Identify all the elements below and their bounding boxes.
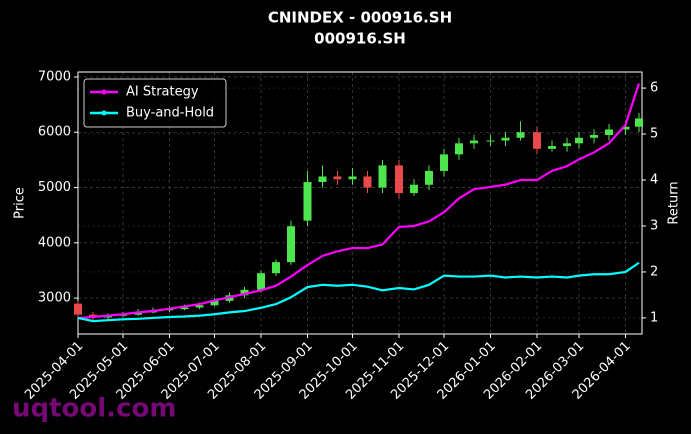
y-tick-label: 3000 bbox=[38, 291, 71, 306]
candle-body bbox=[533, 132, 541, 149]
candle-body bbox=[318, 176, 327, 182]
legend-label: AI Strategy bbox=[126, 85, 199, 100]
chart-subtitle: 000916.SH bbox=[314, 30, 406, 48]
return-line bbox=[77, 83, 641, 320]
candle-body bbox=[486, 140, 495, 142]
legend-marker bbox=[101, 110, 107, 116]
legend-frame bbox=[83, 78, 227, 128]
y-tick-label: 7000 bbox=[38, 69, 71, 84]
y2-tick-label: 5 bbox=[650, 127, 658, 142]
candle-body bbox=[621, 126, 630, 130]
candle-body bbox=[348, 176, 357, 180]
candle-body bbox=[287, 226, 295, 263]
candle-body bbox=[363, 176, 372, 188]
candle-body bbox=[548, 146, 556, 149]
candle-body bbox=[563, 143, 571, 147]
y2-tick-label: 6 bbox=[650, 81, 658, 96]
candle-body bbox=[210, 300, 219, 306]
legend-label: Buy-and-Hold bbox=[126, 106, 214, 121]
legend: AI Strategy Buy-and-Hold bbox=[83, 78, 227, 128]
candle-body bbox=[425, 170, 433, 185]
y-axis-label: Price bbox=[13, 187, 28, 219]
plot-frame bbox=[77, 71, 643, 335]
candle-body bbox=[240, 289, 249, 296]
y-tick-label: 5000 bbox=[38, 180, 71, 195]
candle-body bbox=[575, 137, 583, 144]
candle-body bbox=[635, 118, 643, 127]
candle-body bbox=[378, 165, 387, 188]
return-line bbox=[77, 261, 640, 323]
chart-title: CNINDEX - 000916.SH bbox=[268, 9, 452, 27]
candle-body bbox=[410, 184, 418, 194]
candle-body bbox=[590, 135, 598, 138]
candle-body bbox=[516, 132, 525, 138]
y-tick-label: 6000 bbox=[38, 125, 71, 140]
legend-marker bbox=[101, 89, 107, 95]
candle-body bbox=[257, 273, 265, 290]
y2-tick-label: 3 bbox=[650, 218, 658, 233]
candle-body bbox=[605, 129, 613, 136]
candle-body bbox=[455, 143, 463, 155]
candle-body bbox=[272, 262, 280, 274]
candle-body bbox=[501, 137, 510, 141]
candle-body bbox=[395, 165, 403, 194]
candle-body bbox=[440, 154, 448, 171]
candle-body bbox=[195, 305, 204, 308]
y-tick-label: 4000 bbox=[38, 235, 71, 250]
candle-body bbox=[303, 181, 312, 221]
candle-body bbox=[134, 312, 142, 315]
candle-body bbox=[180, 307, 189, 310]
y2-tick-label: 4 bbox=[650, 173, 658, 188]
y2-axis-label: Return bbox=[667, 181, 682, 224]
candle-body bbox=[470, 140, 478, 144]
candle-body bbox=[74, 303, 82, 315]
candle-body bbox=[333, 176, 342, 180]
y2-tick-label: 2 bbox=[650, 264, 658, 279]
watermark: uqtool.com bbox=[12, 394, 176, 424]
y2-tick-label: 1 bbox=[650, 310, 658, 325]
